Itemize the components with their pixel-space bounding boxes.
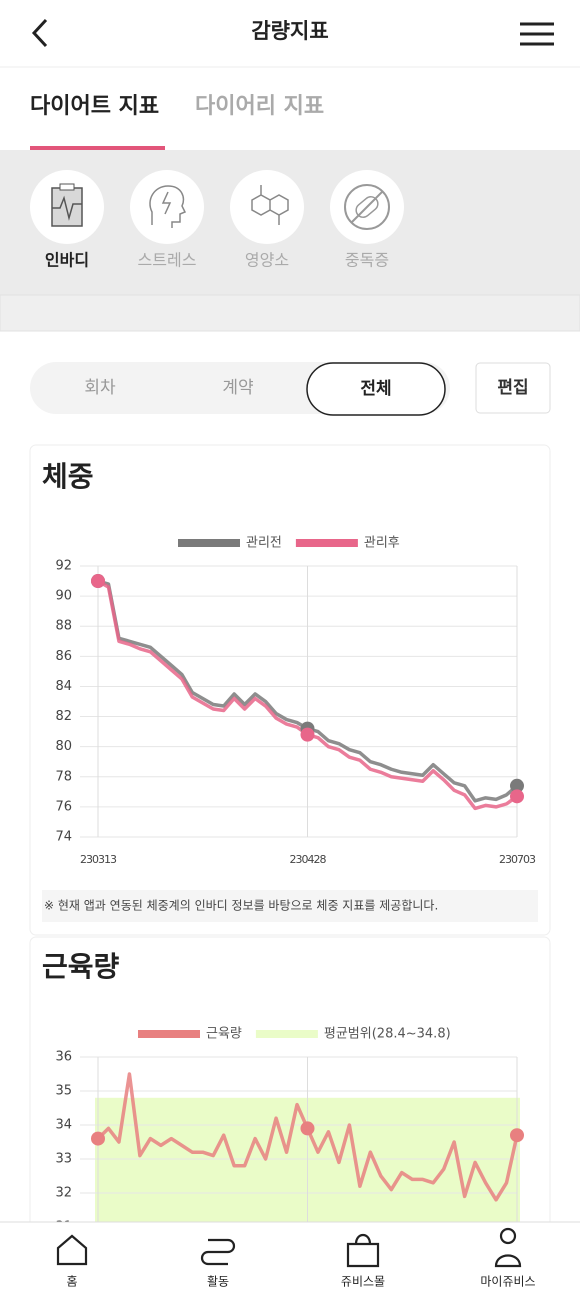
category-icon[interactable] — [230, 170, 304, 244]
category-icon[interactable] — [330, 170, 404, 244]
segment[interactable]: 계약 — [222, 378, 253, 398]
bottom-nav — [0, 1222, 580, 1300]
note-box — [42, 890, 538, 922]
nav-icon[interactable] — [56, 1234, 88, 1266]
back-button[interactable] — [31, 18, 48, 48]
segment-active[interactable] — [306, 362, 446, 416]
legend-swatch — [255, 1030, 318, 1038]
edit-label[interactable]: 편집 — [497, 378, 528, 398]
menu-button[interactable] — [520, 22, 554, 46]
x-tick-label: 230703 — [499, 853, 536, 866]
y-tick-label: 88 — [55, 619, 72, 634]
y-tick-label: 76 — [55, 799, 72, 814]
y-tick-label: 36 — [55, 1050, 72, 1065]
legend-label: 관리후 — [364, 536, 400, 551]
point-marker — [300, 727, 315, 742]
tab[interactable]: 다이어리 지표 — [195, 94, 324, 119]
point-marker — [510, 1128, 524, 1143]
y-tick-label: 31 — [55, 1220, 72, 1235]
tab-indicator — [30, 146, 165, 150]
legend-label: 평균범위(28.4~34.8) — [324, 1027, 451, 1042]
chart-title: 체중 — [42, 460, 94, 493]
legend-swatch — [295, 539, 358, 547]
category-label: 스트레스 — [138, 251, 197, 270]
category-icon[interactable] — [130, 170, 204, 244]
nav-label[interactable]: 마이쥬비스 — [480, 1275, 535, 1289]
y-tick-label: 34 — [55, 1118, 72, 1133]
point-marker — [91, 1131, 105, 1146]
legend-label: 관리전 — [246, 536, 282, 551]
edit-button[interactable] — [475, 362, 551, 414]
y-tick-label: 33 — [55, 1152, 72, 1167]
point-marker — [510, 778, 524, 793]
chart-title: 근육량 — [42, 950, 120, 983]
y-tick-label: 80 — [55, 739, 72, 754]
spacer — [0, 294, 580, 332]
nav-label[interactable]: 홈 — [66, 1275, 77, 1289]
y-tick-label: 92 — [55, 559, 72, 574]
legend-swatch — [138, 1030, 200, 1038]
y-tick-label: 78 — [55, 769, 72, 784]
segment[interactable]: 회차 — [84, 378, 116, 398]
y-tick-label: 84 — [55, 679, 72, 694]
category-icon[interactable] — [30, 170, 104, 244]
nav-label[interactable]: 활동 — [207, 1275, 229, 1289]
y-tick-label: 86 — [55, 649, 72, 664]
chart-area: ※ 현재 앱과 연동된 체중계의 인바디 정보를 바탕으로 체중 지표를 제공합… — [29, 444, 551, 1235]
note: ※ 현재 앱과 연동된 체중계의 인바디 정보를 바탕으로 체중 지표를 제공합… — [44, 899, 438, 913]
y-tick-label: 90 — [55, 589, 72, 604]
point-marker — [300, 1121, 315, 1136]
card — [29, 444, 551, 936]
category-label: 인바디 — [45, 251, 89, 270]
y-tick-label: 35 — [55, 1084, 72, 1099]
category-label: 중독증 — [345, 251, 389, 270]
point-marker — [91, 574, 105, 589]
nav-icon[interactable] — [494, 1227, 522, 1268]
nav-icon[interactable] — [200, 1238, 236, 1266]
legend-label: 근육량 — [206, 1027, 242, 1042]
tab[interactable]: 다이어트 지표 — [30, 94, 159, 119]
header-title: 감량지표 — [251, 19, 328, 43]
y-tick-label: 74 — [55, 830, 72, 845]
category-label: 영양소 — [245, 251, 289, 270]
nav-label[interactable]: 쥬비스몰 — [341, 1275, 385, 1289]
nav-icon[interactable] — [346, 1233, 380, 1268]
point-marker — [510, 789, 524, 804]
x-tick-label: 230428 — [290, 853, 327, 866]
x-tick-label: 230313 — [80, 853, 117, 866]
segment[interactable]: 전체 — [360, 379, 391, 399]
y-tick-label: 82 — [55, 709, 72, 724]
y-tick-label: 32 — [55, 1186, 72, 1201]
legend-swatch — [178, 539, 240, 547]
